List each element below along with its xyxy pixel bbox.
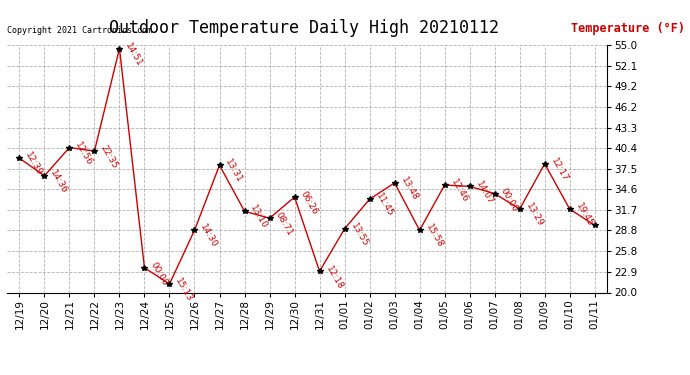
Text: Temperature (°F): Temperature (°F) xyxy=(571,22,685,35)
Text: 15:13: 15:13 xyxy=(174,277,195,304)
Text: 00:00: 00:00 xyxy=(148,261,169,287)
Text: 14:30: 14:30 xyxy=(199,223,219,250)
Text: 12:56: 12:56 xyxy=(74,140,95,167)
Text: 12:46: 12:46 xyxy=(448,178,469,204)
Text: 12:17: 12:17 xyxy=(549,156,569,183)
Text: Outdoor Temperature Daily High 20210112: Outdoor Temperature Daily High 20210112 xyxy=(108,19,499,37)
Text: 15:58: 15:58 xyxy=(424,223,444,250)
Text: 13:55: 13:55 xyxy=(348,222,369,249)
Text: 22:35: 22:35 xyxy=(99,144,119,171)
Text: 11:45: 11:45 xyxy=(374,192,395,219)
Text: 13:31: 13:31 xyxy=(224,158,244,185)
Text: Copyright 2021 Cartronics.com: Copyright 2021 Cartronics.com xyxy=(7,26,152,35)
Text: 14:07: 14:07 xyxy=(474,179,495,206)
Text: 12:39: 12:39 xyxy=(23,151,44,178)
Text: 14:36: 14:36 xyxy=(48,168,69,195)
Text: 08:71: 08:71 xyxy=(274,211,295,238)
Text: 13:29: 13:29 xyxy=(524,202,544,229)
Text: 00:00: 00:00 xyxy=(499,186,520,213)
Text: 13:48: 13:48 xyxy=(399,176,420,202)
Text: 14:51: 14:51 xyxy=(124,41,144,68)
Text: 06:26: 06:26 xyxy=(299,190,319,216)
Text: 13:10: 13:10 xyxy=(248,204,269,231)
Text: 19:45: 19:45 xyxy=(574,202,595,229)
Text: 12:18: 12:18 xyxy=(324,264,344,291)
